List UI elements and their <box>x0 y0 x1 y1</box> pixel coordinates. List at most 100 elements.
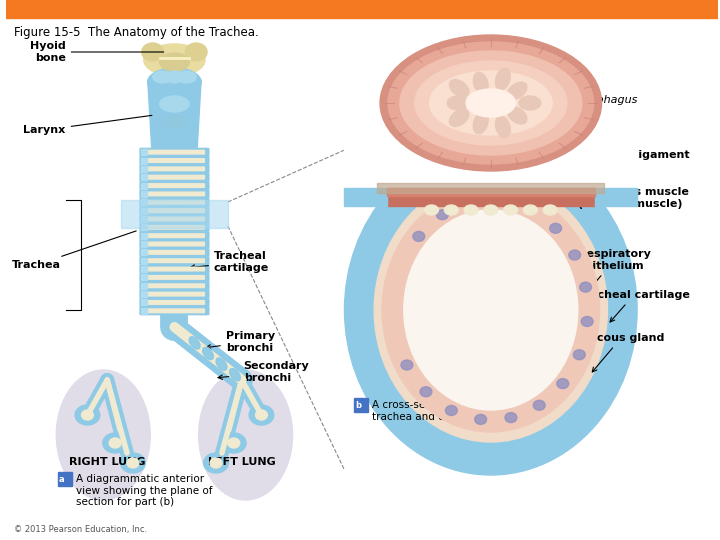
Ellipse shape <box>549 223 562 233</box>
FancyBboxPatch shape <box>140 206 210 215</box>
Text: Secondary
bronchi: Secondary bronchi <box>218 361 310 383</box>
Text: A diagrammatic anterior
view showing the plane of
section for part (b): A diagrammatic anterior view showing the… <box>76 474 212 507</box>
FancyBboxPatch shape <box>144 208 205 213</box>
FancyBboxPatch shape <box>144 166 205 171</box>
Ellipse shape <box>430 71 552 135</box>
Ellipse shape <box>75 405 100 425</box>
Polygon shape <box>121 200 228 228</box>
Text: Larynx: Larynx <box>24 116 152 135</box>
FancyBboxPatch shape <box>140 190 210 198</box>
Bar <box>141 258 147 264</box>
Ellipse shape <box>449 109 469 126</box>
FancyBboxPatch shape <box>144 175 205 180</box>
Bar <box>141 174 147 180</box>
Bar <box>344 140 637 190</box>
Ellipse shape <box>401 360 413 370</box>
Bar <box>141 249 147 255</box>
Bar <box>374 140 608 195</box>
Polygon shape <box>148 80 201 148</box>
Ellipse shape <box>160 53 189 71</box>
Ellipse shape <box>199 370 292 500</box>
FancyBboxPatch shape <box>144 250 205 255</box>
Bar <box>141 300 147 306</box>
Ellipse shape <box>203 347 213 360</box>
Ellipse shape <box>256 410 267 420</box>
Ellipse shape <box>413 232 425 241</box>
FancyBboxPatch shape <box>144 191 205 197</box>
Bar <box>141 291 147 297</box>
Bar <box>354 398 368 412</box>
Bar <box>141 183 147 188</box>
FancyBboxPatch shape <box>140 265 210 274</box>
Text: Trachea: Trachea <box>12 231 136 270</box>
FancyBboxPatch shape <box>144 158 205 163</box>
FancyBboxPatch shape <box>140 281 210 291</box>
Text: Tracheal
cartilage: Tracheal cartilage <box>190 251 269 273</box>
Ellipse shape <box>495 116 510 138</box>
Ellipse shape <box>103 433 127 453</box>
FancyBboxPatch shape <box>140 181 210 190</box>
Ellipse shape <box>474 414 487 424</box>
Ellipse shape <box>148 68 201 96</box>
Ellipse shape <box>344 145 637 475</box>
FancyBboxPatch shape <box>144 241 205 247</box>
Bar <box>6 0 718 18</box>
Text: Hyoid
bone: Hyoid bone <box>30 41 163 63</box>
Text: © 2013 Pearson Education, Inc.: © 2013 Pearson Education, Inc. <box>14 525 148 534</box>
FancyBboxPatch shape <box>144 300 205 305</box>
Bar <box>377 183 605 193</box>
Bar <box>141 233 147 239</box>
Ellipse shape <box>161 116 187 128</box>
Bar <box>141 216 147 222</box>
Ellipse shape <box>144 44 205 76</box>
FancyBboxPatch shape <box>140 240 210 248</box>
FancyBboxPatch shape <box>140 273 210 282</box>
Text: Primary
bronchi: Primary bronchi <box>206 331 275 353</box>
FancyBboxPatch shape <box>144 233 205 238</box>
Ellipse shape <box>446 406 457 415</box>
Text: RIGHT LUNG: RIGHT LUNG <box>69 457 145 467</box>
Ellipse shape <box>508 107 527 124</box>
Ellipse shape <box>466 89 516 117</box>
Ellipse shape <box>400 51 582 155</box>
Ellipse shape <box>127 458 139 468</box>
FancyBboxPatch shape <box>140 173 210 182</box>
Bar <box>141 166 147 172</box>
Ellipse shape <box>388 42 593 164</box>
Bar <box>141 191 147 197</box>
FancyBboxPatch shape <box>144 292 205 296</box>
Ellipse shape <box>519 96 541 110</box>
Ellipse shape <box>382 188 600 432</box>
Ellipse shape <box>166 71 182 83</box>
Ellipse shape <box>216 358 227 370</box>
Ellipse shape <box>221 433 246 453</box>
Bar <box>141 158 147 164</box>
Text: Trachealis muscle
(smooth muscle): Trachealis muscle (smooth muscle) <box>571 187 688 209</box>
Ellipse shape <box>420 387 432 397</box>
Text: Respiratory
epithelium: Respiratory epithelium <box>577 249 651 292</box>
Ellipse shape <box>228 438 240 448</box>
Bar <box>141 224 147 231</box>
Ellipse shape <box>120 453 145 473</box>
Ellipse shape <box>249 405 274 425</box>
Ellipse shape <box>203 347 213 360</box>
Ellipse shape <box>504 205 518 215</box>
Bar <box>595 188 637 206</box>
Ellipse shape <box>557 379 569 389</box>
FancyBboxPatch shape <box>140 289 210 299</box>
Bar <box>141 149 147 155</box>
Ellipse shape <box>534 400 545 410</box>
Bar <box>141 308 147 314</box>
FancyBboxPatch shape <box>144 200 205 205</box>
FancyBboxPatch shape <box>140 256 210 265</box>
Ellipse shape <box>185 43 207 61</box>
FancyBboxPatch shape <box>144 183 205 188</box>
FancyBboxPatch shape <box>140 147 210 157</box>
Ellipse shape <box>425 205 438 215</box>
Bar <box>166 148 182 315</box>
FancyBboxPatch shape <box>140 223 210 232</box>
Ellipse shape <box>523 205 537 215</box>
Text: Mucous gland: Mucous gland <box>577 333 664 372</box>
FancyBboxPatch shape <box>140 248 210 257</box>
Text: A cross-sectional view of the
trachea and esophagus: A cross-sectional view of the trachea an… <box>372 400 522 422</box>
